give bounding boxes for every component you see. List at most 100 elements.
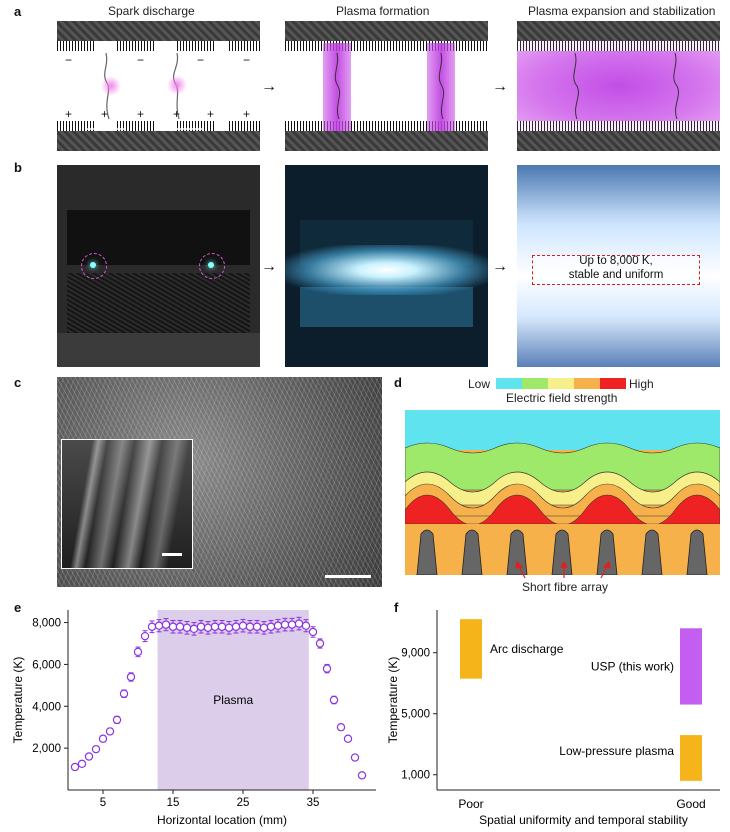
range-bar (680, 628, 702, 705)
photo-plasma-stabilized: Up to 8,000 K, stable and uniform (517, 165, 720, 367)
data-point (196, 619, 206, 634)
panel-f-label: f (394, 600, 399, 615)
x-tick-label: 15 (167, 797, 180, 809)
data-marker (357, 771, 367, 780)
top-fibre-array (57, 41, 95, 51)
data-marker (77, 759, 87, 769)
data-marker (259, 623, 269, 632)
data-point (231, 619, 241, 634)
data-point (84, 752, 94, 761)
data-point (252, 619, 262, 634)
data-point (329, 695, 339, 705)
photo-plasma-formation (285, 165, 488, 367)
data-point (280, 617, 290, 632)
photo-frame-bottom (57, 333, 260, 367)
colorbar-segment (600, 378, 626, 389)
data-marker (273, 621, 283, 630)
data-marker (182, 623, 192, 632)
plus-sign: + (173, 107, 181, 121)
data-point (336, 723, 346, 732)
data-marker (175, 622, 185, 631)
plasma-column (427, 43, 455, 131)
bar-label: USP (this work) (591, 659, 674, 673)
panel-a-title-1: Spark discharge (108, 4, 195, 18)
data-marker (301, 621, 311, 630)
top-fibre-array (117, 41, 155, 51)
data-point (287, 617, 297, 632)
data-marker (280, 620, 290, 629)
data-marker (196, 622, 206, 631)
data-point (140, 630, 150, 643)
data-point (266, 619, 276, 634)
fibre-array (416, 529, 708, 575)
data-marker (336, 723, 346, 732)
arrow-right-icon: → (492, 78, 508, 95)
photo-lower-electrode (517, 320, 720, 367)
data-marker (84, 752, 94, 761)
arrow-right-icon: → (261, 78, 277, 95)
legend-high-label: High (629, 377, 654, 391)
sem-inset (61, 439, 193, 569)
data-point (91, 744, 101, 754)
field-simulation (405, 410, 720, 575)
bottom-fibre-array (285, 121, 488, 131)
data-point (168, 619, 178, 634)
bottom-fibre-array (229, 121, 260, 131)
data-marker (70, 762, 80, 772)
panel-a-title-3: Plasma expansion and stabilization (528, 4, 716, 18)
data-marker (252, 622, 262, 631)
x-tick-label: 35 (307, 797, 320, 809)
spark-glow (208, 262, 214, 268)
arrow-right-icon: → (261, 258, 277, 275)
field-strength-colorbar (496, 378, 626, 389)
annotation-text: Up to 8,000 K, stable and uniform (568, 255, 664, 281)
data-marker (154, 621, 164, 630)
data-point (70, 762, 80, 772)
data-marker (294, 619, 304, 628)
bottom-fibre-array (117, 121, 155, 131)
top-fibre-array (285, 41, 488, 51)
plasma-glow (285, 245, 488, 295)
data-marker (161, 620, 171, 629)
data-marker (350, 753, 360, 762)
discharge-path (573, 52, 679, 120)
data-point (245, 619, 255, 634)
y-tick-label: 9,000 (401, 648, 430, 660)
plasma-comparison-chart: 1,000 5,000 9,000 Poor Good Spatial uniformit… (386, 610, 720, 827)
data-marker (329, 695, 339, 705)
x-tick-label: Poor (458, 797, 483, 811)
bottom-fibre-array (177, 121, 215, 131)
y-tick-label: 5,000 (401, 709, 430, 721)
data-marker (238, 621, 248, 630)
x-axis-label: Horizontal location (mm) (157, 813, 287, 827)
data-point (112, 715, 122, 725)
panel-a-schematic-2 (285, 21, 488, 151)
data-marker (126, 672, 136, 682)
plasma-region-label: Plasma (213, 693, 253, 707)
spark-glow (90, 262, 96, 268)
y-axis-label: Temperature (K) (11, 657, 25, 744)
spark-circle (199, 253, 225, 279)
data-point (322, 663, 332, 674)
minus-sign: − (243, 53, 251, 67)
top-electrode (517, 21, 720, 41)
plasma-region (157, 610, 309, 790)
expanded-plasma (517, 41, 720, 131)
bottom-fibre-array (57, 121, 95, 131)
photo-lower-electrode (67, 273, 250, 333)
top-electrode (285, 21, 488, 41)
data-point (343, 734, 353, 743)
x-axis-label: Spatial uniformity and temporal stabilit… (479, 813, 688, 827)
data-point (217, 619, 227, 634)
data-point (98, 734, 108, 743)
panel-e-label: e (14, 600, 22, 615)
plus-sign: + (101, 107, 109, 121)
colorbar-segment (548, 378, 574, 389)
minus-sign: − (137, 53, 145, 67)
panel-d-label: d (394, 375, 402, 390)
data-point (350, 753, 360, 762)
data-marker (231, 622, 241, 631)
photo-spark-discharge (57, 165, 260, 367)
discharge-path (334, 52, 445, 120)
fibre-array-label: Short fibre array (522, 580, 609, 594)
